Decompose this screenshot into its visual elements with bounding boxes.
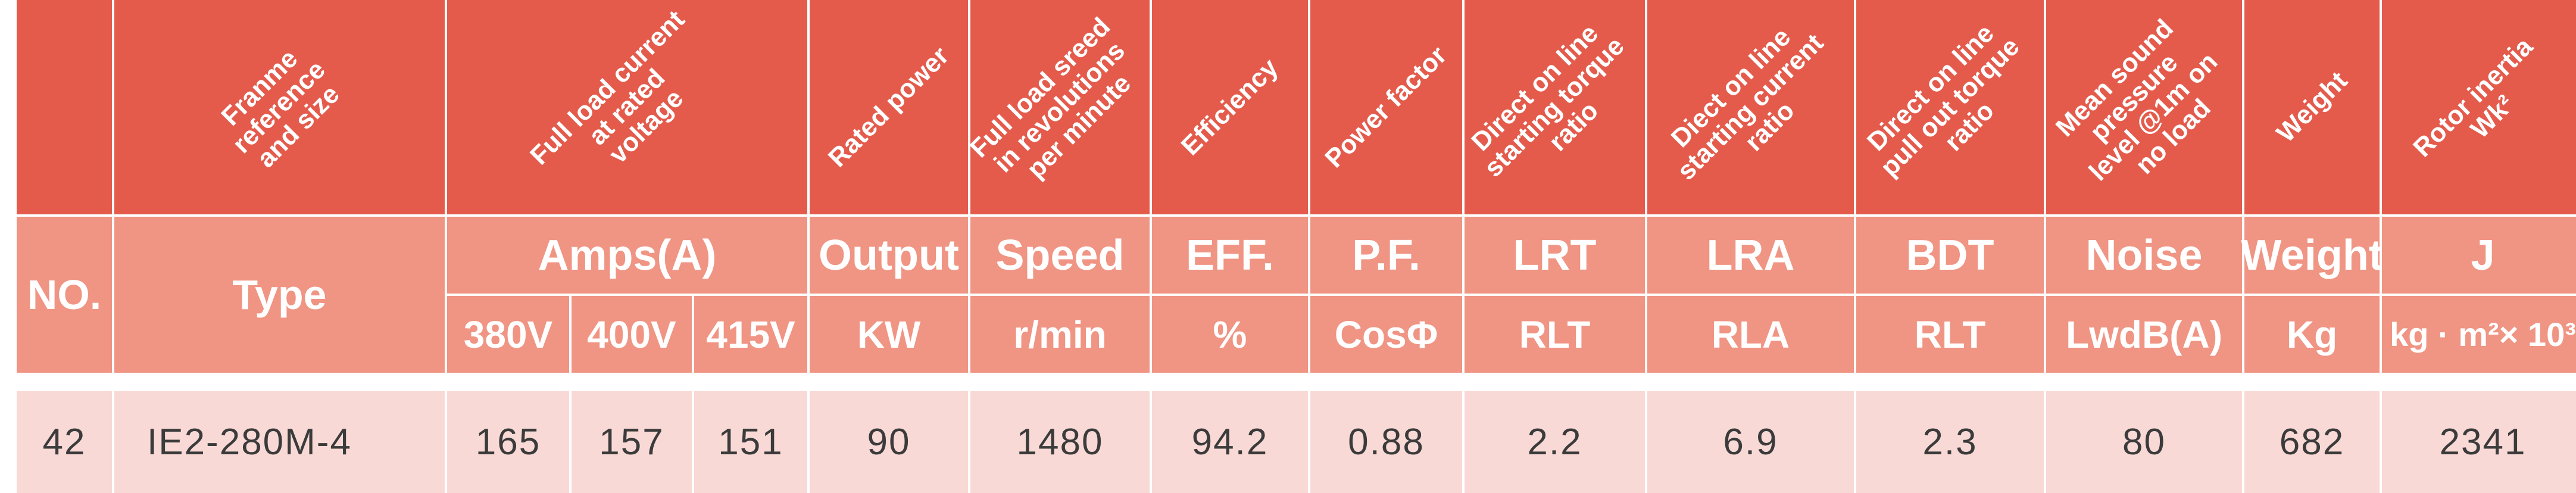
header-speed: Speed [970,217,1150,294]
unit-rlt-pullout: RLT [1856,296,2044,373]
rot-header-speed: Full load sreed in revolutions per minut… [970,0,1150,214]
header-no: NO. [17,217,112,373]
rot-header-efficiency-label: Efficiency [1175,52,1284,161]
header-bdt: BDT [1856,217,2044,294]
header-lra: LRA [1647,217,1854,294]
table-row: 42 IE2-280M-4 165 157 151 90 1480 94.2 0… [17,391,2576,493]
unit-percent: % [1152,296,1308,373]
header-output: Output [810,217,968,294]
cell-output-kw: 90 [810,391,968,493]
rot-header-frame: Franme reference and size [114,0,445,214]
rot-header-inertia: Rotor inertia Wk² [2382,0,2576,214]
rot-header-starting-current: Diect on line starting current ratio [1647,0,1854,214]
rot-header-efficiency: Efficiency [1152,0,1308,214]
cell-power-factor: 0.88 [1310,391,1462,493]
unit-rmin: r/min [970,296,1150,373]
unit-cos-phi: CosΦ [1310,296,1462,373]
header-lrt: LRT [1465,217,1645,294]
rot-header-frame-label: Franme reference and size [216,43,346,173]
cell-amps-400: 157 [572,391,692,493]
rot-header-no [17,0,112,214]
rot-header-pullout-label: Direct on line pull out torque ratio [1861,18,2025,182]
rotated-header-row: Franme reference and size Full load curr… [17,0,2576,214]
unit-400v: 400V [572,296,692,373]
header-amps: Amps(A) [447,217,807,294]
unit-lwdb: LwdB(A) [2046,296,2242,373]
rot-header-pullout: Direct on line pull out torque ratio [1856,0,2044,214]
cell-no: 42 [17,391,112,493]
cell-speed: 1480 [970,391,1150,493]
header-eff: EFF. [1152,217,1308,294]
rot-header-noise: Mean sound pressure level @1m on no load [2046,0,2242,214]
rot-header-power-factor: Power factor [1310,0,1462,214]
rot-header-torque: Direct on line starting torque ratio [1465,0,1645,214]
unit-rla: RLA [1647,296,1854,373]
rot-header-current-label: Full load current at rated voltage [524,4,691,171]
rot-header-noise-label: Mean sound pressure level @1m on no load [2050,13,2224,187]
cell-weight: 682 [2244,391,2380,493]
cell-inertia: 2341 [2382,391,2576,493]
cell-type: IE2-280M-4 [114,391,445,493]
unit-kg: Kg [2244,296,2380,373]
rot-header-weight: Weight [2244,0,2380,214]
header-j: J [2382,217,2576,294]
unit-inertia: kg · m²× 10³ [2382,296,2576,373]
header-pf: P.F. [1310,217,1462,294]
rot-header-inertia-label: Rotor inertia Wk² [2407,32,2538,163]
unit-kw: KW [810,296,968,373]
rot-header-power: Rated power [810,0,968,214]
rot-header-torque-label: Direct on line starting torque ratio [1466,18,1631,183]
cell-bdt: 2.3 [1856,391,2044,493]
header-type: Type [114,217,445,373]
unit-rlt-torque: RLT [1465,296,1645,373]
column-header-rows: NO. Type Amps(A) Output Speed EFF. P.F. … [17,217,2576,373]
cell-lra: 6.9 [1647,391,1854,493]
unit-380v: 380V [447,296,569,373]
cell-amps-415: 151 [694,391,807,493]
rot-header-weight-label: Weight [2271,65,2353,148]
cell-lrt: 2.2 [1465,391,1645,493]
rot-header-starting-current-label: Diect on line starting current ratio [1665,22,1829,186]
header-noise: Noise [2046,217,2242,294]
header-weight: Weight [2241,217,2383,294]
rot-header-power-label: Rated power [822,40,955,173]
cell-noise: 80 [2046,391,2242,493]
unit-415v: 415V [694,296,807,373]
cell-efficiency: 94.2 [1152,391,1308,493]
motor-spec-table: Franme reference and size Full load curr… [17,0,2576,493]
cell-amps-380: 165 [447,391,569,493]
rot-header-speed-label: Full load sreed in revolutions per minut… [970,11,1137,185]
rot-header-power-factor-label: Power factor [1319,40,1453,174]
rot-header-current: Full load current at rated voltage [447,0,807,214]
